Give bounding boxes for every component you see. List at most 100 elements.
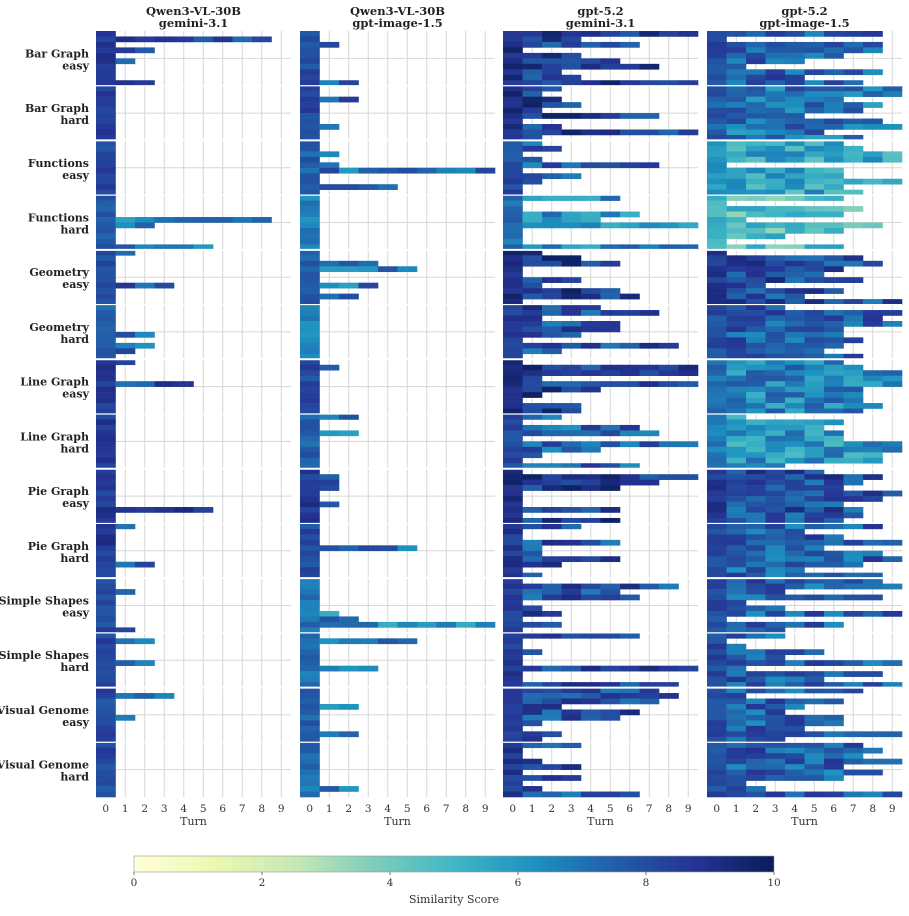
heatmap-cell: [707, 189, 727, 196]
heatmap-cell: [639, 80, 660, 87]
heatmap-cell: [300, 550, 320, 557]
heatmap-cell: [300, 167, 320, 174]
heatmap-cell: [707, 643, 727, 650]
heatmap-cell: [765, 654, 786, 661]
heatmap-cell: [300, 337, 320, 344]
heatmap-cell: [707, 249, 727, 256]
heatmap-cell: [746, 304, 766, 311]
heatmap-cell: [96, 353, 116, 360]
heatmap-cell: [726, 364, 747, 371]
heatmap-cell: [785, 85, 805, 92]
heatmap-cell: [765, 589, 786, 595]
heatmap-cell: [561, 403, 582, 409]
heatmap-cell: [707, 589, 727, 595]
heatmap-cell: [785, 430, 805, 437]
heatmap-cell: [300, 424, 320, 431]
heatmap-cell: [96, 80, 116, 87]
heatmap-cell: [707, 736, 727, 743]
heatmap-cell: [726, 337, 747, 344]
heatmap-cell: [726, 742, 747, 749]
heatmap-cell: [600, 463, 621, 470]
heatmap-cell: [581, 430, 601, 437]
heatmap-cell: [824, 315, 844, 322]
heatmap-cell: [824, 156, 844, 163]
heatmap-cell: [765, 113, 786, 119]
heatmap-cell: [707, 414, 727, 420]
x-tick-label: 4: [180, 803, 187, 815]
heatmap-cell: [581, 698, 601, 705]
heatmap-cell: [522, 414, 543, 420]
heatmap-cell: [707, 206, 727, 212]
heatmap-cell: [600, 129, 621, 136]
heatmap-cell: [542, 539, 562, 546]
heatmap-cell: [174, 507, 194, 513]
heatmap-cell: [726, 714, 747, 721]
heatmap-cell: [561, 446, 582, 453]
heatmap-cell: [785, 720, 805, 727]
heatmap-cell: [785, 381, 805, 387]
heatmap-cell: [300, 775, 320, 781]
heatmap-cell: [824, 134, 844, 141]
heatmap-cell: [863, 474, 883, 480]
panel-title-line2: gpt-image-1.5: [759, 16, 849, 30]
heatmap-cell: [785, 517, 805, 524]
heatmap-cell: [96, 709, 116, 716]
heatmap-cell: [522, 107, 543, 114]
heatmap-cell: [726, 381, 747, 387]
heatmap-cell: [96, 414, 116, 420]
heatmap-cell: [746, 381, 766, 387]
heatmap-cell: [503, 266, 523, 273]
heatmap-cell: [824, 753, 844, 759]
heatmap-cell: [804, 173, 825, 180]
heatmap-cell: [726, 583, 747, 590]
heatmap-cell: [843, 512, 864, 519]
heatmap-cell: [726, 556, 747, 563]
heatmap-cell: [542, 370, 562, 376]
heatmap-cell: [503, 41, 523, 48]
heatmap-cell: [726, 91, 747, 97]
heatmap-cell: [746, 791, 766, 798]
heatmap-cell: [765, 129, 786, 136]
heatmap-cell: [503, 244, 523, 251]
heatmap-cell: [339, 621, 359, 628]
heatmap-cell: [824, 227, 844, 234]
heatmap-cell: [726, 665, 747, 672]
heatmap-cell: [726, 52, 747, 59]
heatmap-cell: [843, 206, 864, 212]
heatmap-cell: [765, 682, 786, 688]
heatmap-cell: [135, 47, 155, 54]
heatmap-cell: [300, 80, 320, 87]
heatmap-cell: [843, 682, 864, 688]
heatmap-cell: [300, 320, 320, 327]
heatmap-cell: [620, 687, 640, 694]
heatmap-cell: [522, 474, 543, 480]
heatmap-cell: [746, 326, 766, 333]
heatmap-cell: [678, 441, 699, 448]
heatmap-cell: [843, 124, 864, 130]
heatmap-cell: [503, 206, 523, 212]
heatmap-cell: [522, 331, 543, 338]
heatmap-cell: [824, 435, 844, 442]
heatmap-cell: [300, 517, 320, 524]
heatmap-cell: [843, 364, 864, 371]
heatmap-cell: [300, 720, 320, 727]
heatmap-cell: [804, 244, 825, 251]
x-tick-label: 7: [850, 803, 857, 815]
heatmap-cell: [843, 69, 864, 76]
heatmap-cell: [522, 693, 543, 699]
heatmap-cell: [581, 195, 601, 201]
heatmap-cell: [726, 468, 747, 475]
heatmap-cell: [300, 474, 320, 480]
heatmap-cell: [804, 326, 825, 333]
heatmap-cell: [765, 528, 786, 535]
heatmap-cell: [503, 780, 523, 787]
heatmap-cell: [804, 698, 825, 705]
heatmap-cell: [707, 621, 727, 628]
heatmap-cell: [824, 742, 844, 749]
heatmap-cell: [542, 63, 562, 70]
heatmap-cell: [785, 621, 805, 628]
heatmap-cell: [726, 255, 747, 262]
heatmap-cell: [620, 342, 640, 349]
heatmap-cell: [746, 769, 766, 776]
heatmap-cell: [765, 610, 786, 617]
